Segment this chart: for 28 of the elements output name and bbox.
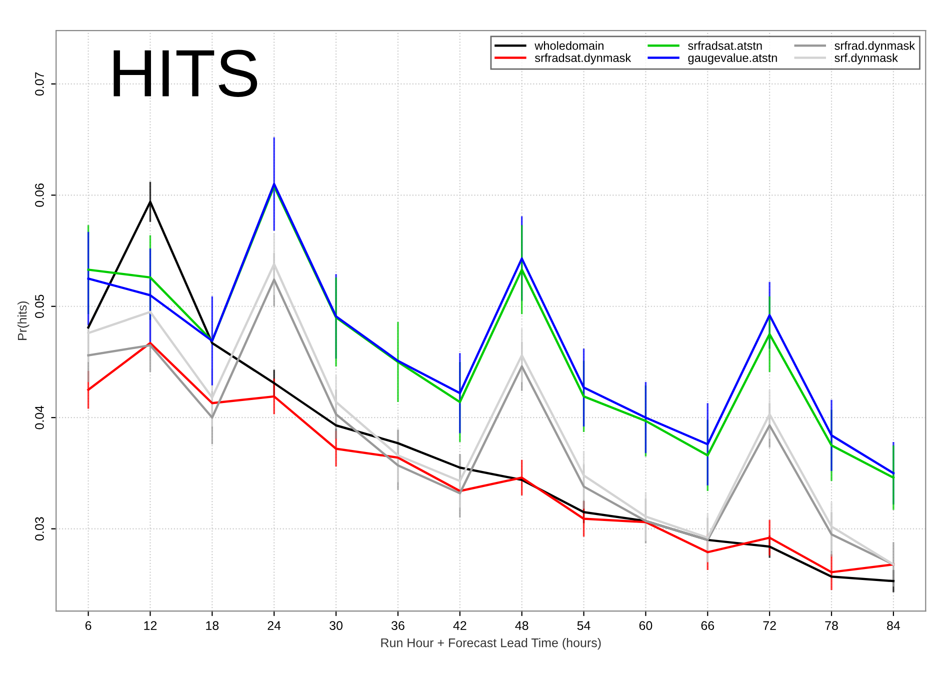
x-tick-label: 18 xyxy=(206,621,219,630)
y-tick-label: 0.07 xyxy=(35,72,44,96)
x-tick-label: 48 xyxy=(515,621,528,630)
chart-title: HITS xyxy=(114,50,258,97)
x-tick-label: 60 xyxy=(639,621,652,630)
x-tick-label: 78 xyxy=(825,621,838,630)
x-tick-label: 72 xyxy=(763,621,776,630)
x-tick-label: 36 xyxy=(392,621,404,630)
y-tick-label: 0.04 xyxy=(35,406,44,430)
x-tick-label: 66 xyxy=(701,621,714,630)
x-tick-label: 24 xyxy=(268,621,281,630)
legend-label: srfradsat.dynmask xyxy=(534,53,632,64)
y-tick-label: 0.05 xyxy=(35,294,44,318)
x-tick-label: 12 xyxy=(144,621,157,630)
y-axis-title: Pr(hits) xyxy=(18,301,30,340)
legend-label: wholedomain xyxy=(534,41,604,50)
legend-label: srf.dynmask xyxy=(834,53,898,64)
y-tick-label: 0.06 xyxy=(35,184,44,207)
y-tick-label: 0.03 xyxy=(35,517,44,540)
x-axis-title: Run Hour + Forecast Lead Time (hours) xyxy=(381,638,601,650)
legend-label: gaugevalue.atstn xyxy=(688,53,777,64)
x-tick-label: 42 xyxy=(453,621,466,630)
legend-label: srfradsat.atstn xyxy=(688,41,762,50)
x-tick-label: 30 xyxy=(330,621,343,630)
x-tick-label: 54 xyxy=(577,621,590,630)
x-tick-label: 84 xyxy=(887,621,900,630)
legend-label: srfrad.dynmask xyxy=(834,41,916,52)
x-tick-label: 6 xyxy=(85,621,92,630)
